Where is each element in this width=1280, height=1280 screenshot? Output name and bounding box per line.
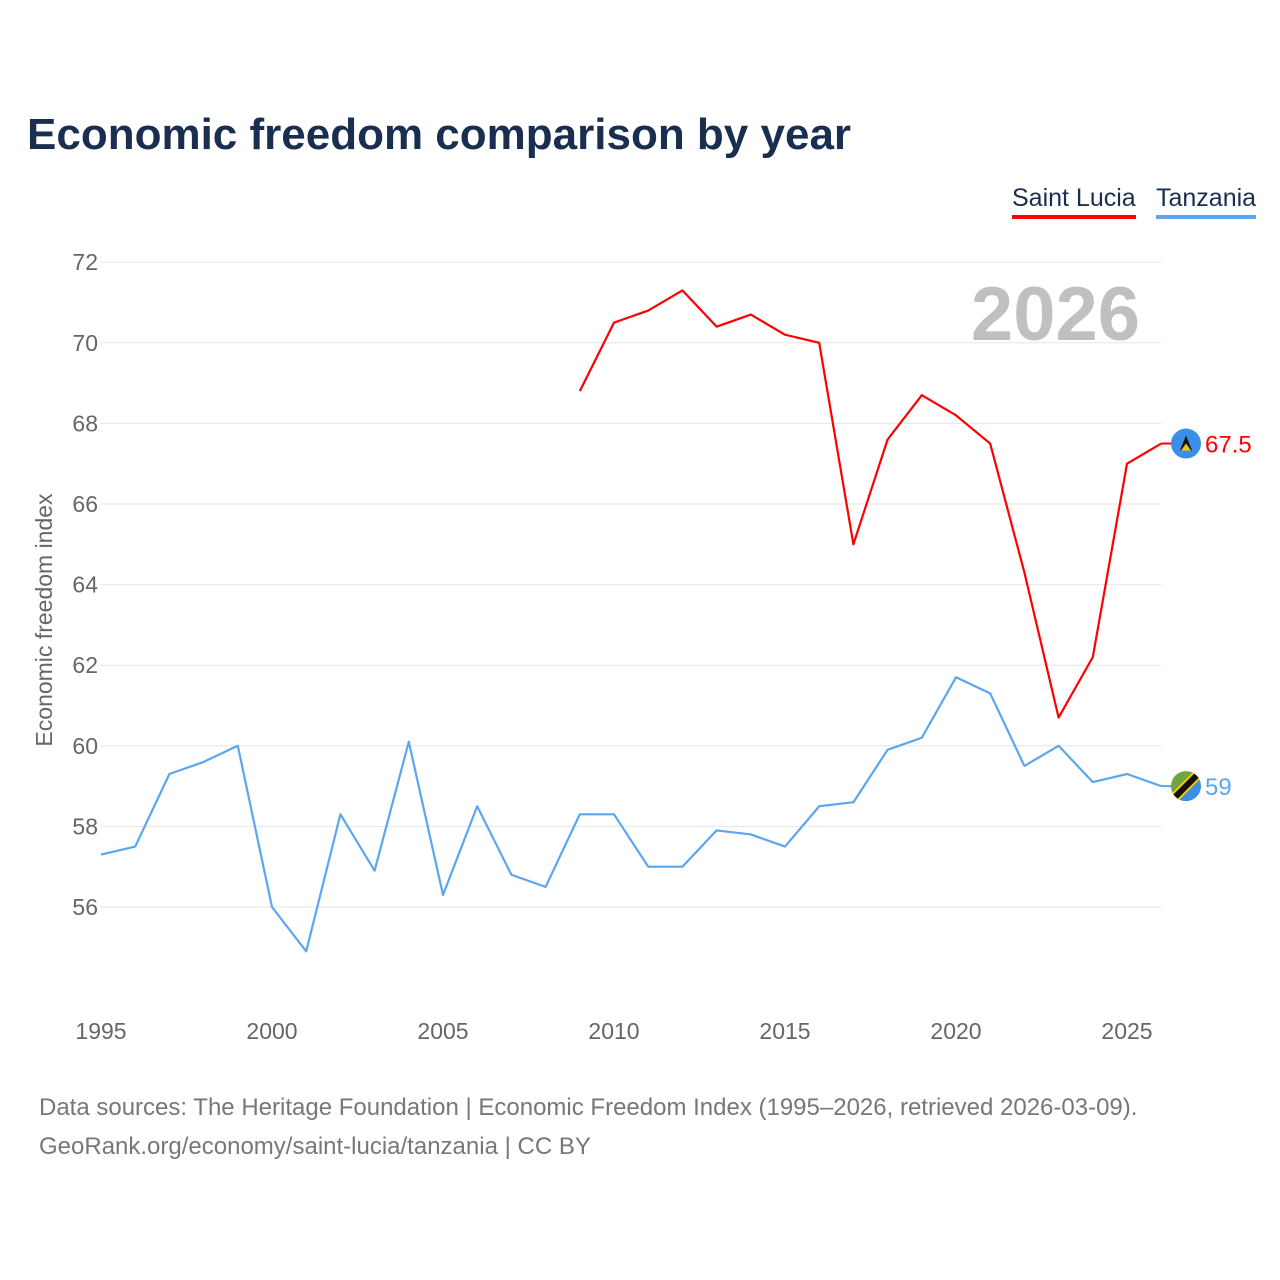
series-line-saint-lucia [578, 289, 1162, 719]
flag-black [1171, 771, 1201, 802]
source-line-2[interactable]: GeoRank.org/economy/saint-lucia/tanzania… [39, 1133, 591, 1160]
y-tick-label: 56 [72, 894, 98, 920]
chart-title: Economic freedom comparison by year [27, 110, 852, 159]
series-line-tanzania [100, 676, 1162, 953]
x-tick-label: 1995 [75, 1018, 126, 1044]
y-axis-label: Economic freedom index [31, 493, 57, 747]
y-tick-label: 62 [72, 652, 98, 678]
y-tick-label: 70 [72, 330, 98, 356]
end-value-label: 67.5 [1205, 432, 1252, 459]
y-tick-label: 58 [72, 813, 98, 839]
y-tick-label: 66 [72, 491, 98, 517]
y-tick-label: 68 [72, 410, 98, 436]
source-line-1: Data sources: The Heritage Foundation | … [39, 1094, 1138, 1121]
legend-saint-lucia[interactable]: Saint Lucia [1012, 184, 1136, 219]
x-tick-label: 2010 [588, 1018, 639, 1044]
x-tick-label: 2020 [930, 1018, 981, 1044]
y-tick-label: 72 [72, 249, 98, 275]
source-note: Data sources: The Heritage Foundation | … [39, 1088, 1137, 1166]
x-tick-label: 2025 [1101, 1018, 1152, 1044]
flag-triangle [1181, 443, 1191, 451]
x-tick-label: 2015 [759, 1018, 810, 1044]
x-tick-label: 2005 [417, 1018, 468, 1044]
year-watermark: 2026 [971, 272, 1140, 357]
end-value-label: 59 [1205, 774, 1232, 801]
legend-tanzania[interactable]: Tanzania [1156, 184, 1257, 219]
y-tick-label: 60 [72, 733, 98, 759]
y-tick-label: 64 [72, 572, 98, 598]
tanzania-flag-icon [1171, 771, 1201, 802]
flag-triangle [1180, 435, 1192, 451]
x-tick-label: 2000 [246, 1018, 297, 1044]
